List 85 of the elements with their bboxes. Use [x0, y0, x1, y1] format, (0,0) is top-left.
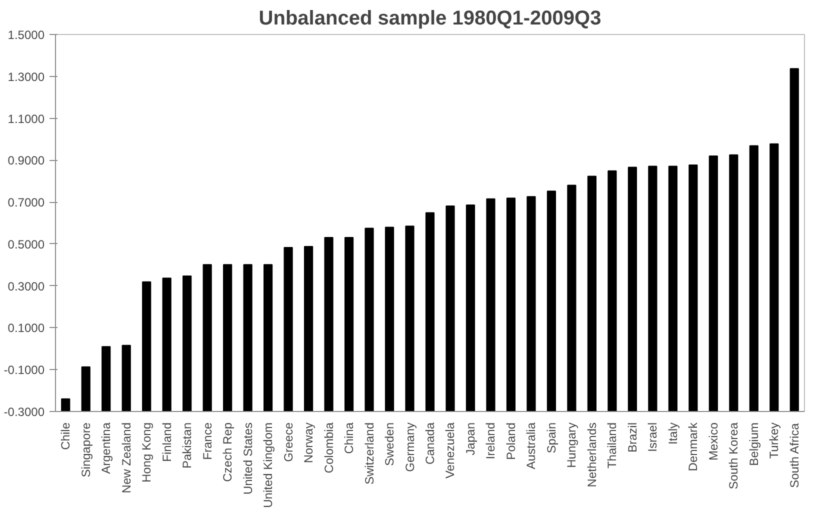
bar — [364, 228, 374, 412]
bar — [425, 212, 435, 412]
x-tick-label: Germany — [402, 422, 417, 472]
x-tick-label: Brazil — [625, 422, 640, 453]
x-tick-label: Italy — [666, 422, 680, 445]
bar — [608, 170, 617, 412]
bar — [729, 154, 738, 412]
x-tick-label: New Zealand — [119, 422, 134, 494]
x-tick-label: Australia — [524, 422, 538, 470]
x-tick-label: Colombia — [322, 422, 336, 474]
x-tick-label: Belgium — [746, 422, 761, 466]
bar — [466, 204, 476, 412]
bar — [486, 198, 496, 412]
x-tick-label: Singapore — [78, 422, 93, 478]
bar — [264, 264, 273, 412]
bar — [668, 166, 678, 412]
bar — [102, 346, 111, 412]
bar — [567, 184, 576, 412]
x-tick-label: Hong Kong — [140, 422, 154, 483]
x-tick-label: Turkey — [767, 422, 782, 459]
x-tick-label: Canada — [423, 422, 437, 465]
x-tick-label: United States — [240, 422, 255, 495]
y-tick-label: 0.7000 — [8, 196, 45, 210]
bar — [284, 247, 293, 412]
x-tick-label: United Kingdom — [261, 422, 276, 508]
x-tick-label: Sweden — [382, 422, 397, 466]
x-tick-label: Chile — [58, 422, 73, 450]
bar — [344, 236, 354, 412]
x-tick-label: Greece — [281, 422, 296, 462]
bar — [243, 264, 252, 412]
x-tick-label: Czech Rep — [220, 422, 235, 482]
bar — [122, 344, 131, 412]
bar — [202, 264, 212, 412]
x-tick-label: Pakistan — [180, 422, 194, 469]
bar — [142, 281, 152, 412]
y-tick-label: 1.5000 — [8, 28, 45, 42]
x-tick-label: Mexico — [706, 422, 720, 461]
bar — [749, 145, 758, 412]
y-tick-label: 0.3000 — [8, 279, 45, 294]
y-tick-label: 1.1000 — [8, 112, 45, 126]
x-tick-label: South Korea — [726, 422, 741, 490]
y-tick-label: -0.3000 — [4, 405, 45, 419]
x-tick-label: Norway — [302, 422, 316, 464]
bar — [304, 246, 314, 412]
bar — [223, 264, 232, 412]
x-tick-label: Hungary — [564, 422, 579, 468]
y-tick-label: 1.3000 — [8, 70, 45, 84]
y-tick-label: 0.1000 — [8, 321, 45, 336]
bar — [506, 198, 516, 412]
bar — [770, 143, 779, 412]
x-tick-label: Venezuela — [443, 422, 458, 479]
bar — [688, 164, 698, 412]
y-tick-label: -0.1000 — [4, 363, 45, 378]
bar — [790, 68, 799, 412]
bar — [324, 236, 334, 412]
y-tick-label: 0.9000 — [8, 154, 45, 168]
chart-title: Unbalanced sample 1980Q1-2009Q3 — [258, 8, 602, 30]
x-tick-label: Switzerland — [362, 422, 376, 485]
bar — [546, 190, 556, 412]
x-tick-label: China — [342, 422, 356, 454]
x-tick-label: Israel — [646, 422, 660, 452]
x-tick-label: South Africa — [787, 422, 802, 488]
x-tick-label: Finland — [160, 422, 174, 462]
x-tick-label: Netherlands — [584, 422, 599, 488]
x-tick-label: Japan — [463, 422, 478, 456]
x-tick-label: Spain — [544, 422, 558, 454]
x-tick-label: Ireland — [484, 422, 498, 460]
bar — [628, 166, 637, 412]
x-tick-label: Argentina — [99, 422, 114, 474]
bar — [708, 155, 718, 412]
x-tick-label: Poland — [504, 422, 518, 460]
bar — [182, 275, 192, 412]
x-tick-label: France — [200, 422, 214, 460]
bar — [446, 206, 455, 412]
x-tick-label: Denmark — [686, 422, 700, 472]
bar — [587, 176, 596, 412]
y-tick-label: 0.5000 — [8, 237, 45, 252]
bar — [81, 366, 90, 412]
bar — [61, 398, 70, 412]
bar — [648, 166, 658, 412]
bar — [405, 226, 414, 412]
bar — [384, 226, 394, 412]
bar — [526, 196, 536, 412]
bar — [162, 278, 172, 412]
x-tick-label: Thailand — [605, 422, 620, 469]
